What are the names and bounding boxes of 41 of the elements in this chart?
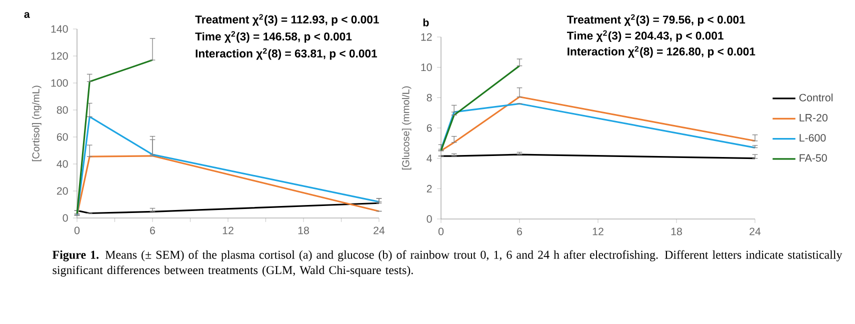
- y-tick-label: 4: [426, 154, 432, 162]
- chart-title: b: [423, 18, 429, 26]
- x-tick-label: 18: [671, 228, 682, 236]
- y-tick-label: 140: [51, 25, 68, 33]
- y-axis-title: [Glucose] (mmol/L): [402, 86, 412, 170]
- y-tick-label: 0: [62, 214, 68, 222]
- x-tick-label: 24: [374, 226, 385, 234]
- x-tick-label: 18: [298, 226, 309, 234]
- annotation: Interaction χ$^{2}$(8) = 63.81, p < 0.001: [196, 48, 378, 60]
- x-tick-label: 12: [592, 228, 604, 236]
- annotation: Time χ$^{2}$(3) = 146.58, p < 0.001: [195, 31, 352, 43]
- annotation: Time χ$^{2}$(3) = 204.43, p < 0.001: [566, 30, 724, 42]
- line-series: [76, 202, 380, 214]
- x-tick-label: 6: [517, 228, 522, 236]
- y-tick-label: 60: [56, 133, 68, 141]
- y-tick-label: 100: [51, 79, 68, 87]
- y-tick-label: 40: [56, 160, 68, 168]
- text: Figure 1. Means (± SEM) of the plasma cortisol (a) and glucose (b) of rainbow trout 0, 1, 6 and 24 h after electrofishing. Different letters indicate statistically significant differences between treatments (GLM, Wald Chi-square tests).: [52, 250, 842, 277]
- y-tick-label: 0: [426, 215, 432, 223]
- y-tick-label: 120: [51, 52, 68, 60]
- legend-label: LR-20: [800, 114, 828, 122]
- y-axis-title: [Cortisol] (ng/mL): [32, 86, 42, 162]
- y-tick-label: 6: [426, 124, 432, 132]
- x-tick-label: 0: [74, 226, 80, 234]
- y-tick-label: 12: [421, 33, 432, 41]
- text: Treatment χ$^{2}$(3) = 79.56, p < 0.001: [566, 14, 746, 26]
- y-tick-label: 8: [426, 94, 432, 102]
- y-tick-label: 80: [56, 106, 68, 114]
- y-tick-label: 20: [56, 187, 68, 195]
- chart-title: a: [24, 12, 30, 18]
- legend-label: FA-50: [800, 154, 827, 162]
- x-tick-label: 24: [750, 228, 761, 236]
- legend-label: L-600: [800, 134, 826, 142]
- y-tick-label: 10: [421, 64, 432, 72]
- text: Treatment χ$^{2}$(3) = 112.93, p < 0.001: [195, 14, 379, 26]
- x-tick-label: 12: [222, 226, 234, 234]
- annotation: Interaction χ$^{2}$(8) = 126.80, p < 0.001: [568, 46, 756, 58]
- y-tick-label: 2: [426, 184, 432, 192]
- x-tick-label: 0: [438, 228, 444, 236]
- legend-label: Control: [799, 94, 833, 102]
- x-tick-label: 6: [150, 226, 156, 234]
